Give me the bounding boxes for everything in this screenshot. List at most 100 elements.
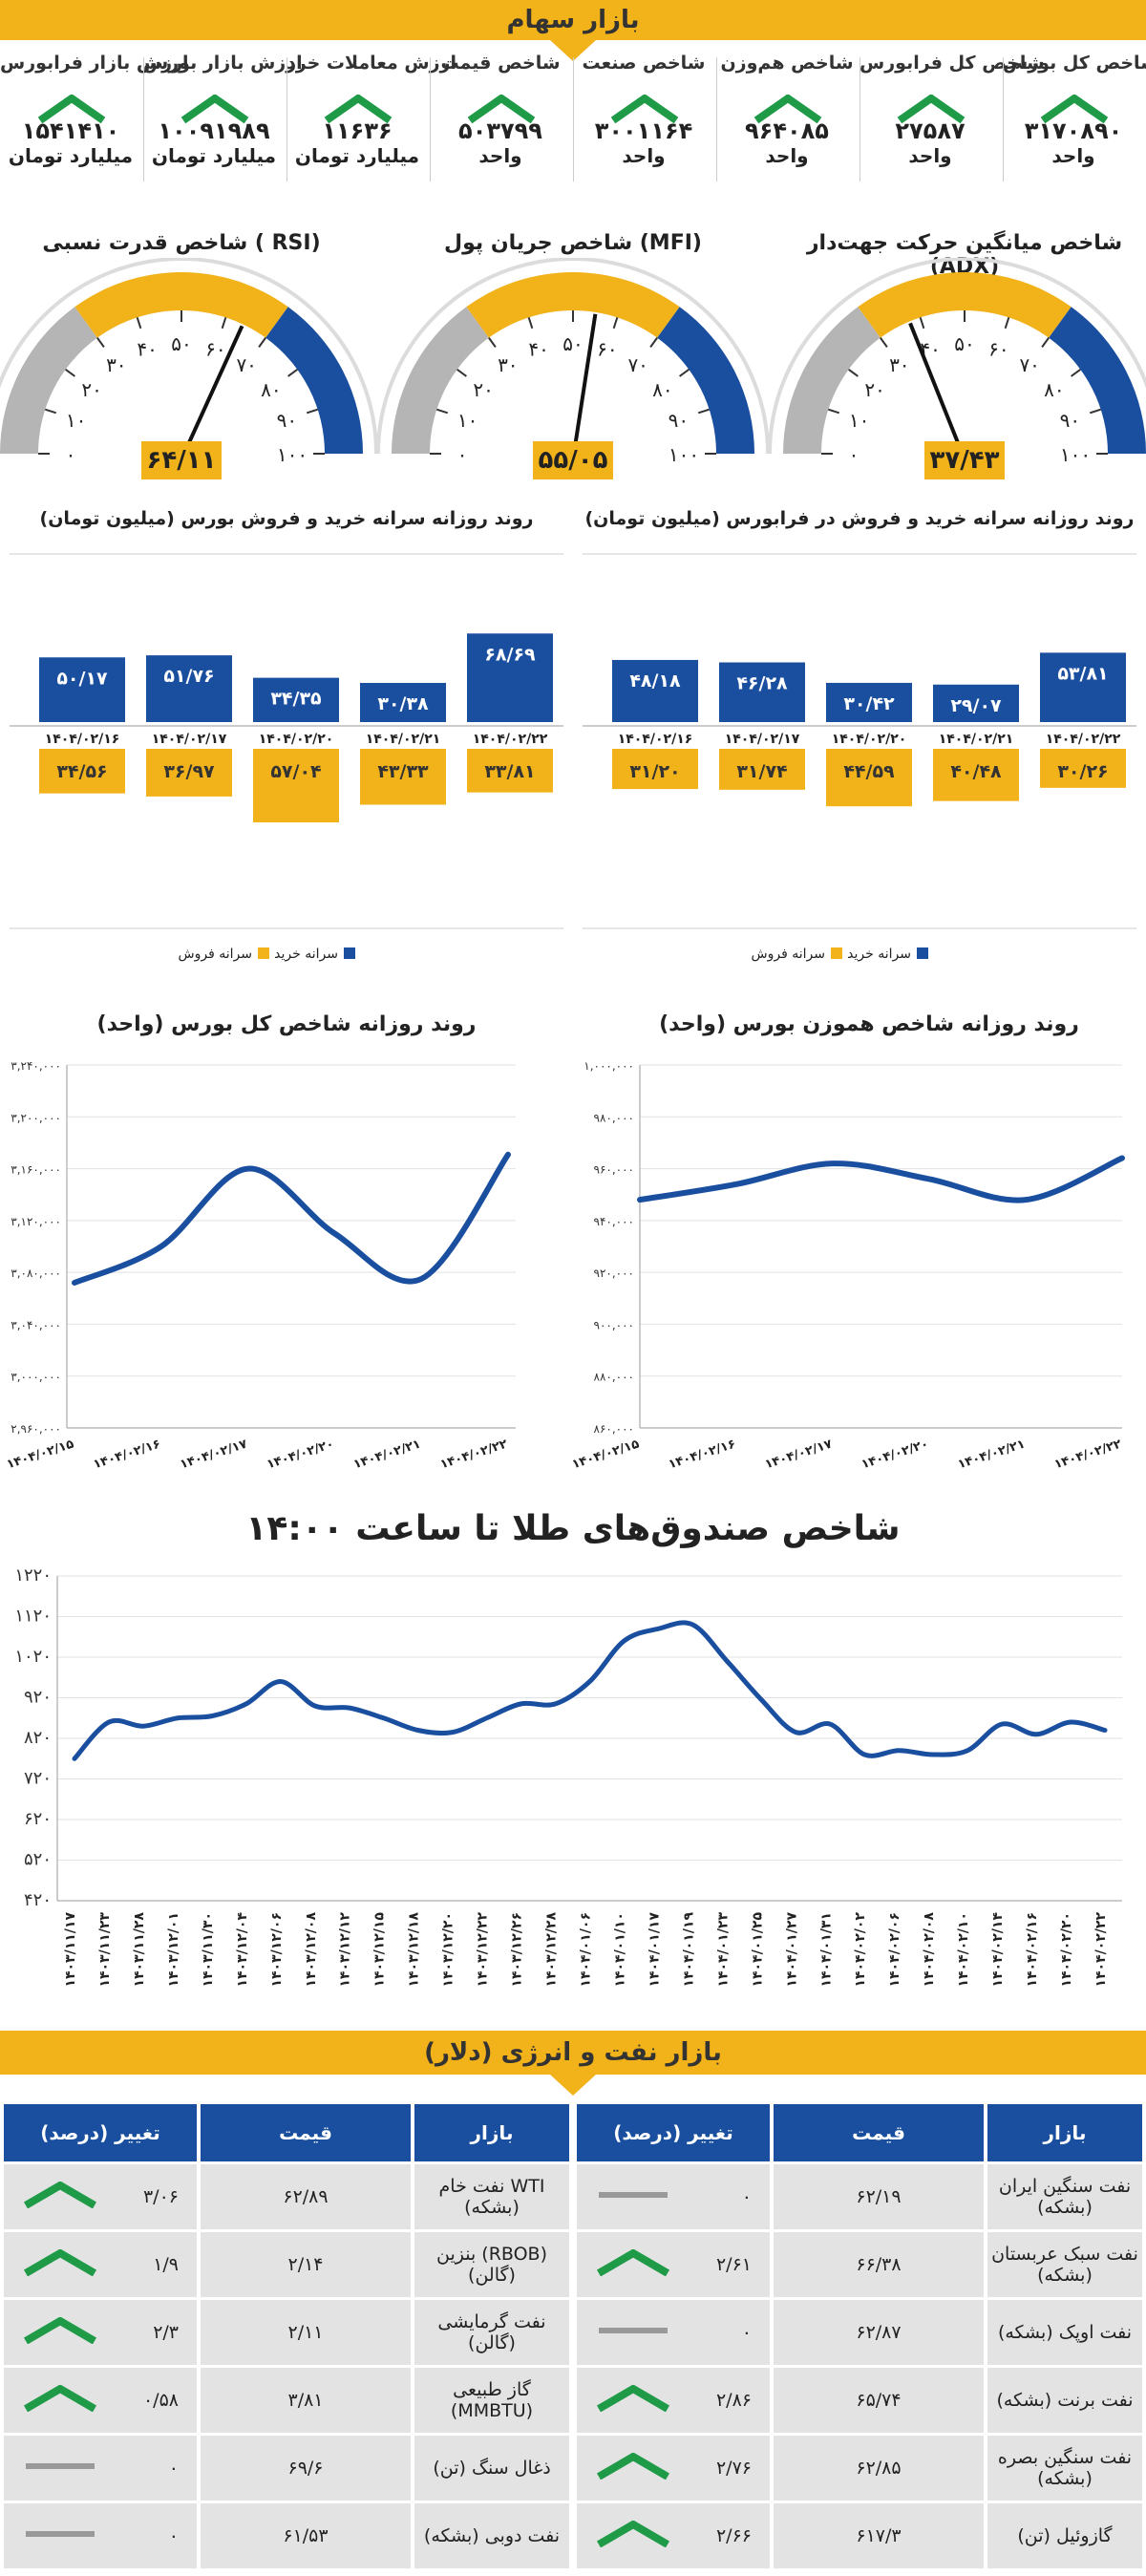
- category-label: ۱۴۰۴/۰۲/۲۲: [1046, 732, 1121, 747]
- x-tick-label: ۱۴۰۴/۰۱/۱۹: [681, 1912, 696, 1987]
- price-cell: ۶۵/۷۴: [774, 2368, 984, 2433]
- column-header: تغییر (درصد): [577, 2104, 770, 2161]
- gauge-tick: [1041, 337, 1050, 348]
- market-cell: نفت خام WTI (بشکه): [414, 2164, 569, 2229]
- change-cell: ۲/۳: [4, 2300, 197, 2365]
- gauge-tick-label: ۶۰: [597, 338, 617, 361]
- indicator-value: ۲۷۵۸۷: [895, 117, 966, 144]
- change-value: ۳/۰۶: [142, 2186, 179, 2207]
- gauge-tick-label: ۴۰: [920, 338, 940, 361]
- indicator-value: ۱۵۴۱۴۱۰: [21, 117, 120, 144]
- change-cell: ۱/۹: [4, 2232, 197, 2297]
- gauge-tick-label: ۷۰: [236, 353, 256, 376]
- gauge-tick-label: ۶۰: [205, 338, 225, 361]
- x-tick-label: ۱۴۰۳/۱۱/۲۳: [97, 1912, 113, 1987]
- change-cell: ۳/۰۶: [4, 2164, 197, 2229]
- gauge-segment: [783, 307, 881, 454]
- column-header: بازار: [987, 2104, 1142, 2161]
- sell-bar: [253, 749, 339, 823]
- price-cell: ۶۱/۵۳: [201, 2503, 411, 2568]
- x-tick-label: ۱۴۰۳/۱۲/۱۸: [407, 1912, 422, 1987]
- indicator-unit: واحد: [908, 144, 952, 167]
- indicator-separator: [286, 57, 287, 181]
- indicator-separator: [1003, 57, 1004, 181]
- gauge-tick: [488, 337, 497, 348]
- gauge-tick-label: ۷۰: [627, 353, 647, 376]
- gauge-needle: [908, 322, 966, 460]
- gauge-tick-label: ۸۰: [261, 378, 281, 401]
- x-tick-label: ۱۴۰۴/۰۲/۲۰: [860, 1437, 930, 1473]
- legend-label-buy: سرانه خرید: [274, 947, 338, 962]
- x-tick-label: ۱۴۰۴/۰۱/۰۶: [579, 1912, 594, 1987]
- change-value: ۲/۸۶: [715, 2390, 752, 2411]
- trend-up-icon: [180, 94, 250, 127]
- market-cell: نفت دوبی (بشکه): [414, 2503, 569, 2568]
- gauge-tick-label: ۱۰۰: [1060, 443, 1091, 466]
- category-label: ۱۴۰۴/۰۲/۱۷: [152, 732, 227, 747]
- trend-up-icon: [896, 94, 966, 127]
- sell-bar: [146, 749, 232, 797]
- energy-table-right: تغییر (درصد) قیمت بازار ۰ ۶۲/۱۹ نفت سنگین ایر…: [573, 2101, 1146, 2571]
- sell-bar-label: ۳۶/۹۷: [163, 761, 215, 782]
- indicator-label: ارزش بازار بورس: [143, 53, 303, 74]
- trend-up-icon: [22, 2247, 98, 2281]
- indicator-label: شاخص هم‌وزن: [720, 53, 854, 74]
- gauge-tick-label: ۱۰۰: [277, 443, 308, 466]
- x-tick-label: ۱۴۰۴/۰۲/۲۱: [351, 1437, 422, 1473]
- buy-bar: [933, 684, 1019, 722]
- gauge-tick-label: ۰: [66, 443, 76, 466]
- gauge-title: شاخص قدرت نسبی ( RSI): [42, 231, 321, 255]
- gauge-tick-label: ۴۰: [528, 338, 548, 361]
- sell-bar-label: ۳۴/۵۶: [56, 761, 107, 782]
- x-tick-label: ۱۴۰۴/۰۲/۲۲: [1052, 1437, 1123, 1473]
- x-tick-label: ۱۴۰۳/۱۲/۰۱: [166, 1912, 181, 1987]
- x-tick-label: ۱۴۰۴/۰۲/۱۰: [956, 1912, 971, 1987]
- price-cell: ۶۱۷/۳: [774, 2503, 984, 2568]
- indicator-separator: [716, 57, 717, 181]
- x-tick-label: ۱۴۰۳/۱۲/۲۸: [544, 1912, 560, 1987]
- indicator-separator: [143, 57, 144, 181]
- x-tick-label: ۱۴۰۴/۰۲/۱۶: [1025, 1912, 1040, 1987]
- buy-bar-label: ۵۰/۱۷: [56, 668, 108, 689]
- x-tick-label: ۱۴۰۴/۰۲/۱۷: [763, 1437, 834, 1473]
- change-value: ۲/۶۶: [715, 2525, 752, 2546]
- column-header: بازار: [414, 2104, 569, 2161]
- gauge-tick-label: ۵۰: [562, 332, 583, 355]
- sell-bar-label: ۳۱/۷۴: [736, 761, 787, 782]
- trend-up-icon: [22, 2180, 98, 2213]
- category-label: ۱۴۰۴/۰۲/۲۰: [259, 732, 334, 747]
- gauge-segment: [265, 307, 363, 454]
- change-cell: ۲/۷۶: [577, 2436, 770, 2501]
- buy-bar: [253, 677, 339, 722]
- buy-bar: [467, 633, 553, 722]
- x-tick-label: ۱۴۰۴/۰۲/۱۵: [5, 1437, 75, 1473]
- change-value: ۰/۵۸: [142, 2390, 179, 2411]
- bourse-per-capita-chart: ۵۰/۱۷ ۱۴۰۴/۰۲/۱۶ ۳۴/۵۶ ۵۱/۷۶ ۱۴۰۴/۰۲/۱۷ ۳۶/۹۷…: [10, 553, 563, 962]
- indicator-unit: واحد: [478, 144, 522, 167]
- x-tick-label: ۱۴۰۴/۰۲/۱۴: [990, 1912, 1006, 1987]
- gauge-tick-label: ۹۰: [1060, 409, 1080, 432]
- gauge-tick: [65, 369, 75, 377]
- gauge-tick: [612, 317, 619, 330]
- gauge-tick-label: ۹۰: [668, 409, 689, 432]
- trend-flat-icon: [595, 2182, 671, 2213]
- y-tick-label: ۱۲۲۰: [14, 1565, 52, 1586]
- bourse-index-chart: ۲,۹۶۰,۰۰۰ ۳,۰۰۰,۰۰۰ ۳,۰۴۰,۰۰۰ ۳,۰۸۰,۰۰۰ ۳,۱۲…: [5, 1059, 516, 1473]
- buy-bar-label: ۵۱/۷۶: [163, 666, 214, 687]
- indicator-label: شاخص کل بورس: [1003, 53, 1146, 74]
- energy-title: بازار نفت و انرژی (دلار): [424, 2038, 722, 2067]
- gauge-tick: [136, 317, 142, 330]
- gauge-value: ۵۵/۰۵: [533, 441, 613, 479]
- trend-flat-icon: [595, 2317, 671, 2349]
- change-cell: ۰: [4, 2503, 197, 2568]
- indicator-unit: واحد: [1051, 144, 1095, 167]
- price-cell: ۶۲/۸۹: [201, 2164, 411, 2229]
- change-cell: ۰: [4, 2436, 197, 2501]
- y-tick-label: ۹۸۰,۰۰۰: [594, 1111, 635, 1124]
- trend-up-icon: [595, 2519, 671, 2552]
- x-tick-label: ۱۴۰۴/۰۲/۲۰: [1059, 1912, 1074, 1987]
- buy-bar-label: ۳۰/۴۲: [843, 693, 895, 714]
- series-line: [637, 1155, 1125, 1203]
- y-tick-label: ۳,۰۸۰,۰۰۰: [11, 1267, 61, 1280]
